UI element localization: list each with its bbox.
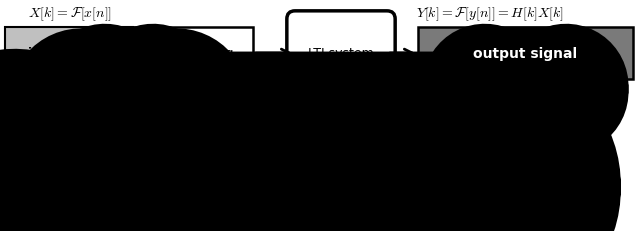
Text: $N+M-1$: $N+M-1$ — [262, 197, 328, 211]
Text: input signal: input signal — [28, 47, 111, 60]
Text: $N+M-1$: $N+M-1$ — [96, 115, 162, 128]
Text: LTI system: LTI system — [308, 47, 374, 60]
Text: $H[k] = \mathcal{F}[h[n]]$: $H[k] = \mathcal{F}[h[n]]$ — [513, 132, 597, 149]
Text: output signal: output signal — [474, 47, 577, 61]
Text: impulse
response: impulse response — [210, 126, 270, 154]
FancyBboxPatch shape — [287, 12, 395, 96]
Text: $X[k] = \mathcal{F}[x[n]]$: $X[k] = \mathcal{F}[x[n]]$ — [28, 5, 112, 23]
Bar — [190, 118, 400, 163]
Text: $Y[k] = \mathcal{F}[y[n]] = H[k]X[k]$: $Y[k] = \mathcal{F}[y[n]] = H[k]X[k]$ — [416, 5, 564, 23]
Text: zero-padding: zero-padding — [304, 134, 387, 147]
Bar — [5, 28, 133, 80]
Text: zero-padding: zero-padding — [152, 47, 234, 60]
Bar — [190, 118, 290, 163]
Text: $N+M-1$: $N+M-1$ — [493, 100, 559, 113]
Text: $N$: $N$ — [123, 100, 135, 113]
Bar — [418, 28, 633, 80]
Text: $M$: $M$ — [233, 181, 247, 195]
Bar — [5, 28, 253, 80]
